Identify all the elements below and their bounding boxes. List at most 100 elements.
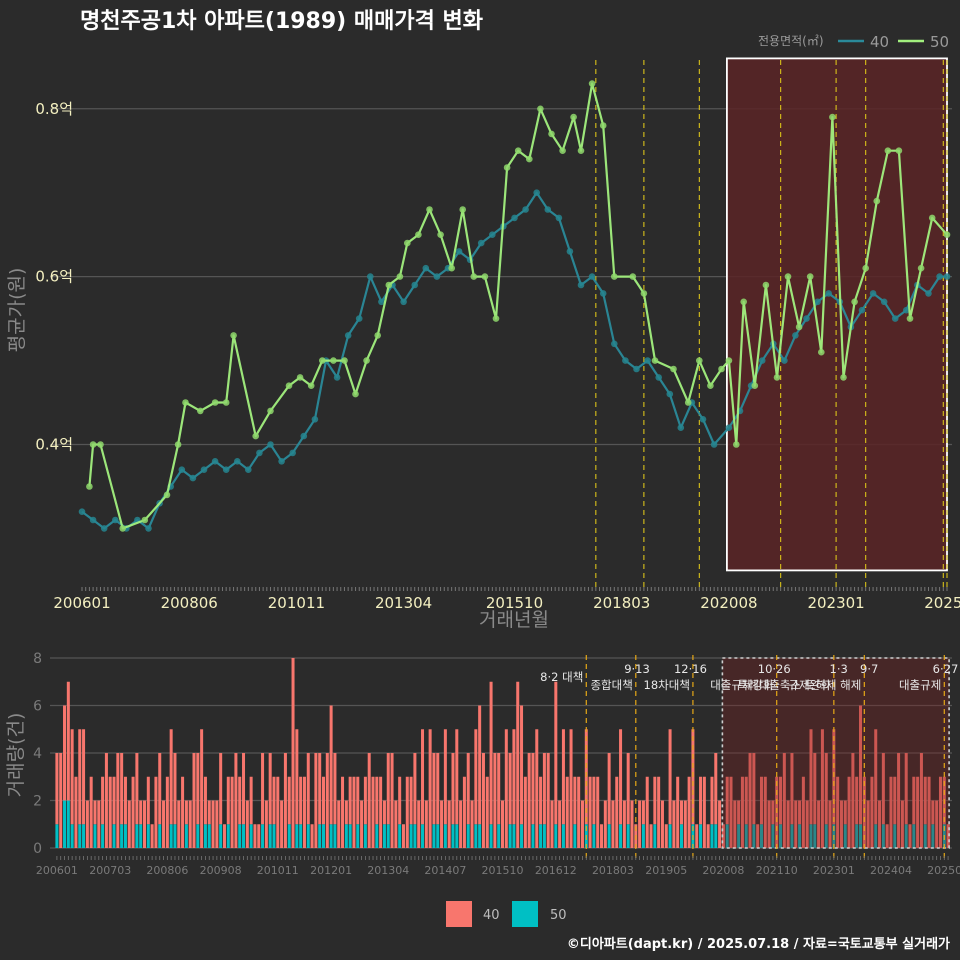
- volume-bar-40-58: [276, 776, 280, 848]
- volume-bar-50-228: [923, 824, 927, 848]
- volume-highlight-region: [721, 657, 950, 849]
- series-40-point-18: [278, 458, 285, 465]
- volume-bar-50-210: [855, 824, 859, 848]
- volume-bar-40-12: [101, 776, 105, 825]
- volume-bar-40-113: [485, 776, 489, 848]
- volume-bar-40-185: [759, 776, 763, 825]
- volume-bar-50-0: [55, 824, 59, 848]
- volume-bar-40-143: [600, 824, 604, 848]
- series-40-point-48: [611, 340, 618, 348]
- volume-bar-50-225: [912, 824, 916, 848]
- volume-bar-50-154: [641, 824, 645, 848]
- volume-bar-50-179: [737, 824, 741, 848]
- volume-bar-50-223: [904, 824, 908, 848]
- volume-bar-40-138: [580, 800, 584, 848]
- volume-bar-40-156: [649, 824, 653, 848]
- price-x-tick-0: 200601: [53, 594, 110, 612]
- bottom-legend: 40 50: [446, 901, 567, 927]
- volume-bar-50-76: [344, 824, 348, 848]
- volume-bar-50-181: [744, 824, 748, 848]
- volume-bar-40-99: [432, 753, 436, 825]
- volume-chart: 8·2 대책 9·13 종합대책 12·16 18차대책 10·26 대출규제강화 1·3 규제…: [5, 651, 960, 877]
- volume-bar-40-8: [85, 800, 89, 848]
- volume-y-tick-3: 6: [33, 699, 42, 715]
- volume-bar-40-48: [238, 776, 242, 825]
- volume-bar-40-40: [207, 800, 211, 825]
- volume-bar-40-1: [59, 753, 63, 848]
- volume-bar-50-127: [539, 824, 543, 848]
- series-50-point-50: [696, 357, 703, 364]
- volume-bar-40-112: [481, 753, 485, 848]
- volume-bar-40-71: [325, 753, 329, 848]
- volume-bar-40-137: [577, 776, 581, 848]
- price-highlight-region: [726, 57, 948, 572]
- volume-x-tick-12: 202008: [702, 864, 744, 877]
- volume-bar-40-210: [855, 776, 859, 825]
- volume-x-tick-11: 201905: [645, 864, 687, 877]
- volume-bar-50-104: [451, 824, 455, 848]
- volume-bar-40-190: [779, 776, 783, 825]
- volume-bar-40-141: [592, 776, 596, 825]
- volume-bar-50-190: [779, 824, 783, 848]
- volume-bar-50-188: [771, 824, 775, 848]
- volume-bar-40-182: [748, 753, 752, 848]
- volume-bar-50-18: [123, 824, 127, 848]
- series-40-point-74: [903, 306, 910, 314]
- volume-bar-50-122: [520, 824, 524, 848]
- volume-bar-40-33: [181, 776, 185, 848]
- volume-bar-40-91: [401, 824, 405, 848]
- volume-bar-50-56: [268, 824, 272, 848]
- volume-y-tick-0: 0: [33, 841, 42, 857]
- volume-x-tick-10: 201803: [592, 864, 634, 877]
- policy-label-4-0: 1·3: [830, 662, 848, 676]
- series-40-point-57: [710, 441, 718, 448]
- series-50-point-62: [818, 348, 825, 356]
- volume-bar-40-26: [154, 776, 158, 848]
- volume-bar-50-215: [874, 824, 878, 848]
- series-50-point-43: [599, 122, 607, 129]
- volume-bar-50-7: [82, 824, 86, 848]
- series-50-point-22: [374, 332, 382, 339]
- volume-bar-40-231: [935, 800, 939, 848]
- policy-label-5-0: 9·7: [860, 662, 878, 676]
- volume-bar-50-90: [398, 824, 402, 848]
- volume-bar-50-34: [184, 824, 188, 848]
- volume-bar-50-70: [321, 824, 326, 848]
- volume-bar-40-50: [245, 800, 249, 848]
- volume-bar-40-72: [329, 705, 333, 825]
- volume-bar-40-168: [695, 824, 699, 848]
- volume-bar-40-125: [531, 753, 535, 825]
- volume-bar-50-172: [710, 824, 714, 848]
- price-series: [78, 80, 951, 532]
- volume-bar-40-49: [242, 753, 246, 825]
- volume-bar-40-142: [596, 776, 600, 848]
- series-50-point-64: [840, 374, 847, 381]
- volume-bar-40-116: [497, 753, 501, 825]
- volume-bar-40-121: [516, 681, 520, 848]
- series-40-point-42: [544, 206, 552, 213]
- volume-bar-50-77: [348, 824, 352, 848]
- series-50-point-36: [526, 155, 533, 163]
- series-40-point-41: [533, 189, 540, 196]
- volume-bar-50-100: [436, 824, 440, 848]
- volume-bar-40-228: [923, 776, 927, 825]
- volume-bar-50-43: [219, 824, 223, 848]
- volume-bar-40-53: [257, 824, 261, 848]
- series-50-point-19: [341, 357, 348, 364]
- volume-bar-50-99: [432, 824, 436, 848]
- price-x-tick-5: 201803: [593, 594, 650, 612]
- volume-bar-40-44: [222, 824, 226, 848]
- series-50-point-46: [640, 290, 648, 297]
- series-50-point-7: [182, 399, 189, 406]
- volume-bar-40-187: [767, 800, 771, 848]
- series-50-point-45: [629, 273, 637, 280]
- volume-bar-40-100: [436, 753, 440, 825]
- volume-bar-50-150: [626, 824, 630, 848]
- policy-label-5-1: 특례대출축소 토허제 해제: [738, 678, 862, 692]
- series-40-point-53: [666, 390, 674, 398]
- volume-bar-50-207: [843, 824, 847, 848]
- volume-bar-40-10: [93, 800, 97, 825]
- volume-bar-40-109: [470, 800, 474, 848]
- volume-bar-40-15: [112, 776, 116, 825]
- price-x-tick-6: 202008: [700, 594, 757, 612]
